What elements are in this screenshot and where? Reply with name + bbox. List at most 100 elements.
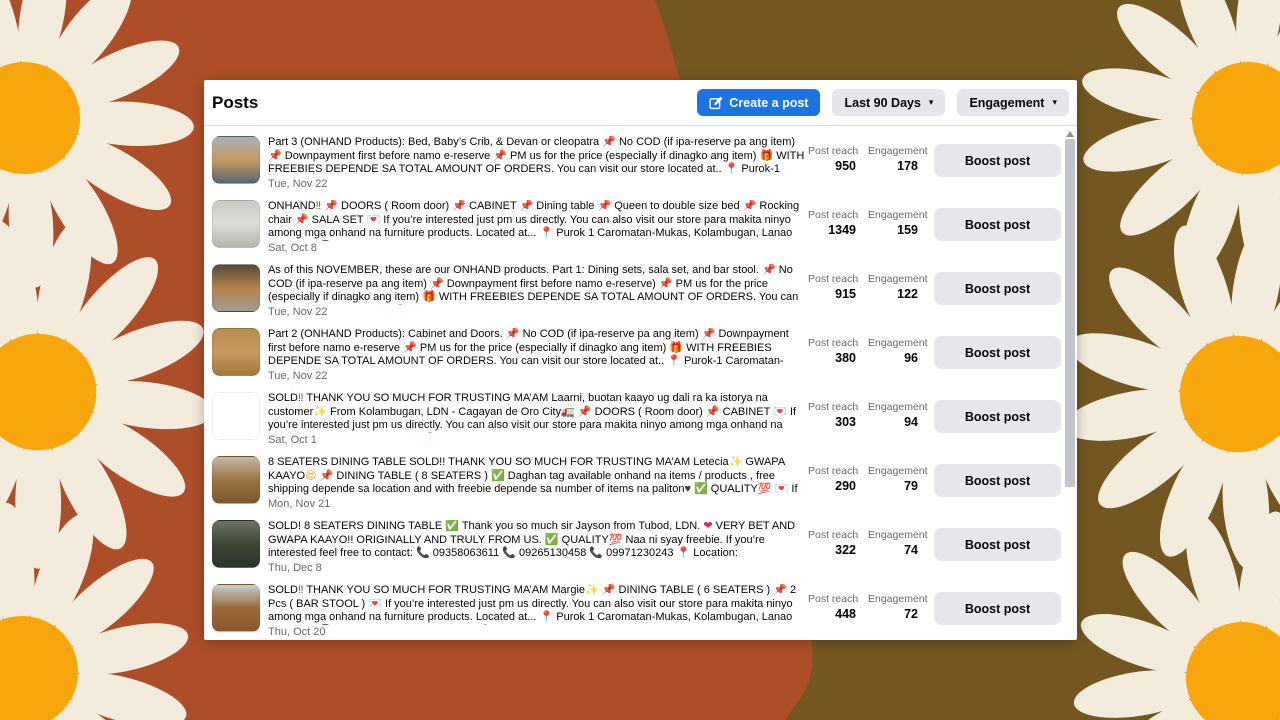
post-reach-value: 380 [835,351,856,365]
boost-post-button[interactable]: Boost post [934,464,1061,497]
post-reach-metric: Post reach 448 [808,593,859,621]
post-date: Thu, Dec 8 [268,562,322,574]
post-text[interactable]: SOLD‼ THANK YOU SO MUCH FOR TRUSTING MA’… [268,584,797,625]
post-row: 8 SEATERS DINING TABLE SOLD!! THANK YOU … [204,450,1063,514]
post-thumbnail[interactable] [212,328,260,376]
post-date: Tue, Nov 22 [268,306,328,318]
post-reach-metric: Post reach 950 [808,145,859,173]
post-engagement-value: 94 [904,415,918,429]
date-range-dropdown[interactable]: Last 90 Days ▾ [832,89,946,116]
post-date: Thu, Oct 20 [268,626,326,638]
post-date: Sat, Oct 8 [268,242,317,254]
header-divider [204,125,1077,126]
create-post-button[interactable]: Create a post [697,89,821,116]
post-engagement-value: 96 [904,351,918,365]
post-date: Tue, Nov 22 [268,370,328,382]
boost-post-button[interactable]: Boost post [934,592,1061,625]
post-reach-label: Post reach [808,593,859,605]
post-engagement-value: 72 [904,607,918,621]
post-content: SOLD! 8 SEATERS DINING TABLE ✅ Thank you… [268,520,808,574]
post-engagement-label: Engagement [868,145,928,157]
post-reach-metric: Post reach 303 [808,401,858,429]
post-engagement-value: 74 [904,543,918,557]
post-content: ONHAND‼ 📌 DOORS ( Room door) 📌 CABINET 📌… [268,200,808,254]
post-engagement-metric: Engagement 178 [868,145,928,173]
post-row: Part 2 (ONHAND Products): Cabinet and Do… [204,322,1063,386]
post-thumbnail[interactable] [212,200,260,248]
post-metrics: Post reach 290 Engagement 79 [808,456,928,493]
post-metrics: Post reach 448 Engagement 72 [808,584,928,621]
post-text[interactable]: 8 SEATERS DINING TABLE SOLD!! THANK YOU … [268,456,798,497]
post-thumbnail[interactable] [212,136,260,184]
post-thumbnail[interactable] [212,456,260,504]
post-content: 8 SEATERS DINING TABLE SOLD!! THANK YOU … [268,456,808,510]
boost-post-button[interactable]: Boost post [934,272,1061,305]
scrollbar-up-arrow-icon[interactable] [1066,131,1074,137]
post-thumbnail[interactable] [212,520,260,568]
post-text[interactable]: ONHAND‼ 📌 DOORS ( Room door) 📌 CABINET 📌… [268,200,800,241]
create-post-label: Create a post [729,95,809,110]
post-engagement-metric: Engagement 122 [868,273,928,301]
post-content: As of this NOVEMBER, these are our ONHAN… [268,264,808,318]
post-text[interactable]: SOLD! 8 SEATERS DINING TABLE ✅ Thank you… [268,520,796,561]
post-text[interactable]: Part 2 (ONHAND Products): Cabinet and Do… [268,328,789,369]
post-thumbnail[interactable] [212,264,260,312]
post-engagement-label: Engagement [868,465,928,477]
post-engagement-metric: Engagement 74 [868,529,928,557]
post-reach-metric: Post reach 380 [808,337,859,365]
post-engagement-metric: Engagement 79 [868,465,928,493]
post-content: Part 3 (ONHAND Products): Bed, Baby’s Cr… [268,136,808,190]
boost-post-button[interactable]: Boost post [934,144,1061,177]
sort-dropdown[interactable]: Engagement ▾ [957,89,1069,116]
post-engagement-metric: Engagement 159 [868,209,928,237]
post-content: SOLD‼ THANK YOU SO MUCH FOR TRUSTING MA’… [268,392,808,446]
boost-post-button[interactable]: Boost post [934,400,1061,433]
post-reach-value: 322 [835,543,856,557]
post-row: As of this NOVEMBER, these are our ONHAN… [204,258,1063,322]
post-engagement-label: Engagement [868,209,928,221]
post-engagement-metric: Engagement 94 [868,401,928,429]
post-text[interactable]: SOLD‼ THANK YOU SO MUCH FOR TRUSTING MA’… [268,392,797,433]
post-metrics: Post reach 380 Engagement 96 [808,328,928,365]
post-reach-label: Post reach [808,209,859,221]
post-reach-value: 303 [835,415,856,429]
post-reach-metric: Post reach 290 [808,465,858,493]
post-row: ONHAND‼ 📌 DOORS ( Room door) 📌 CABINET 📌… [204,194,1063,258]
post-row: SOLD! 8 SEATERS DINING TABLE ✅ Thank you… [204,514,1063,578]
post-engagement-label: Engagement [868,593,928,605]
boost-post-button[interactable]: Boost post [934,528,1061,561]
post-reach-metric: Post reach 915 [808,273,858,301]
post-reach-value: 915 [835,287,856,301]
page-title: Posts [212,92,259,112]
post-thumbnail[interactable] [212,584,260,632]
scrollbar[interactable] [1064,126,1076,639]
boost-post-button[interactable]: Boost post [934,208,1061,241]
post-metrics: Post reach 1349 Engagement 159 [808,200,928,237]
boost-post-button[interactable]: Boost post [934,336,1061,369]
post-reach-metric: Post reach 1349 [808,209,859,237]
post-reach-label: Post reach [808,529,859,541]
post-row: SOLD‼ THANK YOU SO MUCH FOR TRUSTING MA’… [204,386,1063,450]
posts-panel: Posts Create a post Last 90 Days ▾ Engag… [204,80,1077,640]
post-date: Tue, Nov 22 [268,178,328,190]
sort-label: Engagement [969,95,1045,110]
panel-header: Posts Create a post Last 90 Days ▾ Engag… [204,80,1077,125]
post-engagement-value: 159 [897,223,918,237]
post-reach-value: 950 [835,159,856,173]
post-reach-label: Post reach [808,145,859,157]
chevron-down-icon: ▾ [1052,97,1057,107]
post-text[interactable]: Part 3 (ONHAND Products): Bed, Baby’s Cr… [268,136,805,177]
post-metrics: Post reach 322 Engagement 74 [808,520,928,557]
post-metrics: Post reach 915 Engagement 122 [808,264,928,301]
post-metrics: Post reach 303 Engagement 94 [808,392,928,429]
post-engagement-label: Engagement [868,529,928,541]
post-reach-metric: Post reach 322 [808,529,859,557]
post-text[interactable]: As of this NOVEMBER, these are our ONHAN… [268,264,799,305]
scrollbar-thumb[interactable] [1065,139,1075,487]
post-reach-label: Post reach [808,337,859,349]
post-engagement-label: Engagement [868,401,928,413]
post-engagement-value: 122 [897,287,918,301]
post-engagement-metric: Engagement 96 [868,337,928,365]
post-thumbnail[interactable] [212,392,260,440]
